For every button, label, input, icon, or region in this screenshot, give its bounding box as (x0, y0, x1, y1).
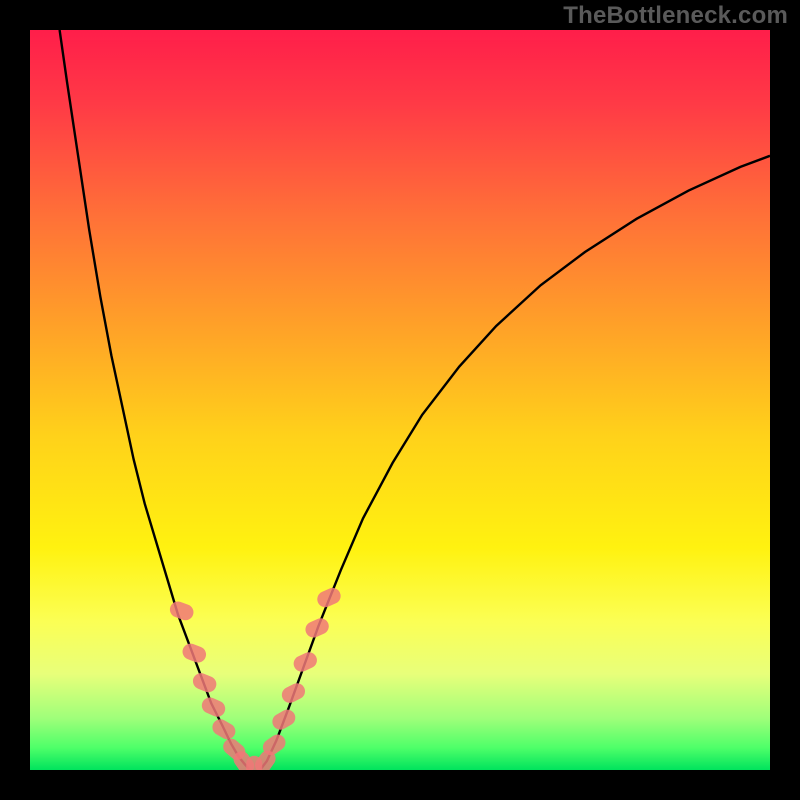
frame-left (0, 0, 30, 800)
frame-right (770, 0, 800, 800)
bottleneck-chart: TheBottleneck.com (0, 0, 800, 800)
plot-area (30, 30, 770, 770)
gradient-background (30, 30, 770, 770)
watermark: TheBottleneck.com (563, 2, 788, 30)
frame-bottom (0, 770, 800, 800)
